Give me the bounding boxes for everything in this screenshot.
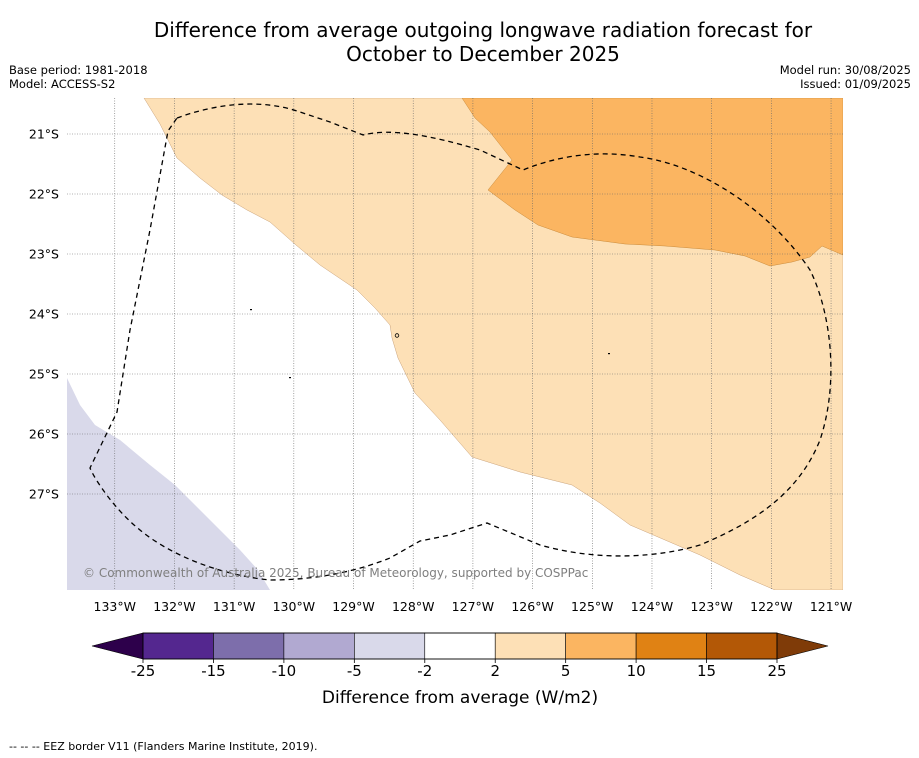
region-minus5-to-minus2 — [67, 378, 270, 590]
colorbar-tick-label: 25 — [767, 662, 786, 680]
colorbar-label: Difference from average (W/m2) — [322, 688, 598, 708]
colorbar-tick-label: -2 — [417, 662, 432, 680]
colorbar-tick-label: -25 — [131, 662, 156, 680]
colorbar-tick-label: -15 — [201, 662, 226, 680]
colorbar-segment — [283, 632, 355, 660]
colorbar-tick-label: 2 — [490, 662, 500, 680]
colorbar-tick-label: 5 — [561, 662, 571, 680]
colorbar-segment — [706, 632, 778, 660]
longitude-label: 130°W — [273, 599, 315, 614]
colorbar-segment — [354, 632, 426, 660]
meta-left: Base period: 1981-2018 Model: ACCESS-S2 — [9, 63, 148, 91]
colorbar-tick-label: -5 — [347, 662, 362, 680]
latitude-label: 27°S — [29, 487, 59, 502]
longitude-label: 124°W — [631, 599, 673, 614]
colorbar-tick-label: 10 — [627, 662, 646, 680]
colorbar-ticks: -25 -15 -10 -5 -2 2 5 10 15 25 — [131, 659, 787, 680]
colorbar: -25 -15 -10 -5 -2 2 5 10 15 25 Difference from av… — [91, 632, 829, 708]
longitude-label: 128°W — [392, 599, 434, 614]
island — [394, 333, 400, 338]
model-run: Model run: 30/08/2025 — [779, 63, 911, 77]
longitude-label: 131°W — [213, 599, 255, 614]
colorbar-segments — [142, 632, 778, 660]
model-name: Model: ACCESS-S2 — [9, 77, 116, 91]
colorbar-segment — [494, 632, 566, 660]
latitude-label: 24°S — [29, 307, 59, 322]
longitude-label: 129°W — [332, 599, 374, 614]
colorbar-extend-min — [91, 632, 144, 660]
latitude-label: 25°S — [29, 367, 59, 382]
latitude-label: 23°S — [29, 247, 59, 262]
island — [289, 377, 291, 379]
eez-border — [89, 103, 832, 581]
latitude-label: 21°S — [29, 127, 59, 142]
longitude-labels: 133°W 132°W 131°W 130°W 129°W 128°W 127°W 126°W… — [94, 599, 853, 614]
island — [250, 309, 252, 311]
longitude-label: 126°W — [511, 599, 553, 614]
longitude-label: 127°W — [452, 599, 494, 614]
longitude-label: 133°W — [94, 599, 136, 614]
colorbar-outline — [142, 632, 778, 660]
gridlines — [67, 98, 843, 590]
colorbar-tick-label: -10 — [272, 662, 297, 680]
base-period: Base period: 1981-2018 — [9, 63, 148, 77]
islands — [250, 309, 610, 379]
longitude-label: 125°W — [571, 599, 613, 614]
longitude-label: 121°W — [810, 599, 852, 614]
title-line-2: October to December 2025 — [346, 42, 620, 66]
eez-footnote: -- -- -- EEZ border V11 (Flanders Marine… — [9, 740, 318, 753]
island — [608, 353, 610, 355]
longitude-label: 122°W — [750, 599, 792, 614]
chart-title: Difference from average outgoing longwav… — [0, 18, 919, 66]
colorbar-segment — [424, 632, 496, 660]
colorbar-segment — [142, 632, 214, 660]
latitude-label: 22°S — [29, 187, 59, 202]
colorbar-tick-label: 15 — [697, 662, 716, 680]
copyright-notice: © Commonwealth of Australia 2025, Bureau… — [83, 566, 588, 580]
map-panel: © Commonwealth of Australia 2025, Bureau… — [67, 98, 843, 590]
title-line-1: Difference from average outgoing longwav… — [153, 18, 813, 42]
region-5-to-10 — [461, 98, 843, 267]
latitude-label: 26°S — [29, 427, 59, 442]
colorbar-extend-max — [776, 632, 829, 660]
longitude-label: 132°W — [153, 599, 195, 614]
colorbar-segment — [565, 632, 637, 660]
latitude-labels: 21°S 22°S 23°S 24°S 25°S 26°S 27°S — [29, 127, 59, 502]
longitude-label: 123°W — [690, 599, 732, 614]
colorbar-segment — [635, 632, 707, 660]
issued-date: Issued: 01/09/2025 — [800, 77, 911, 91]
colorbar-segment — [213, 632, 285, 660]
meta-right: Model run: 30/08/2025 Issued: 01/09/2025 — [780, 63, 911, 91]
